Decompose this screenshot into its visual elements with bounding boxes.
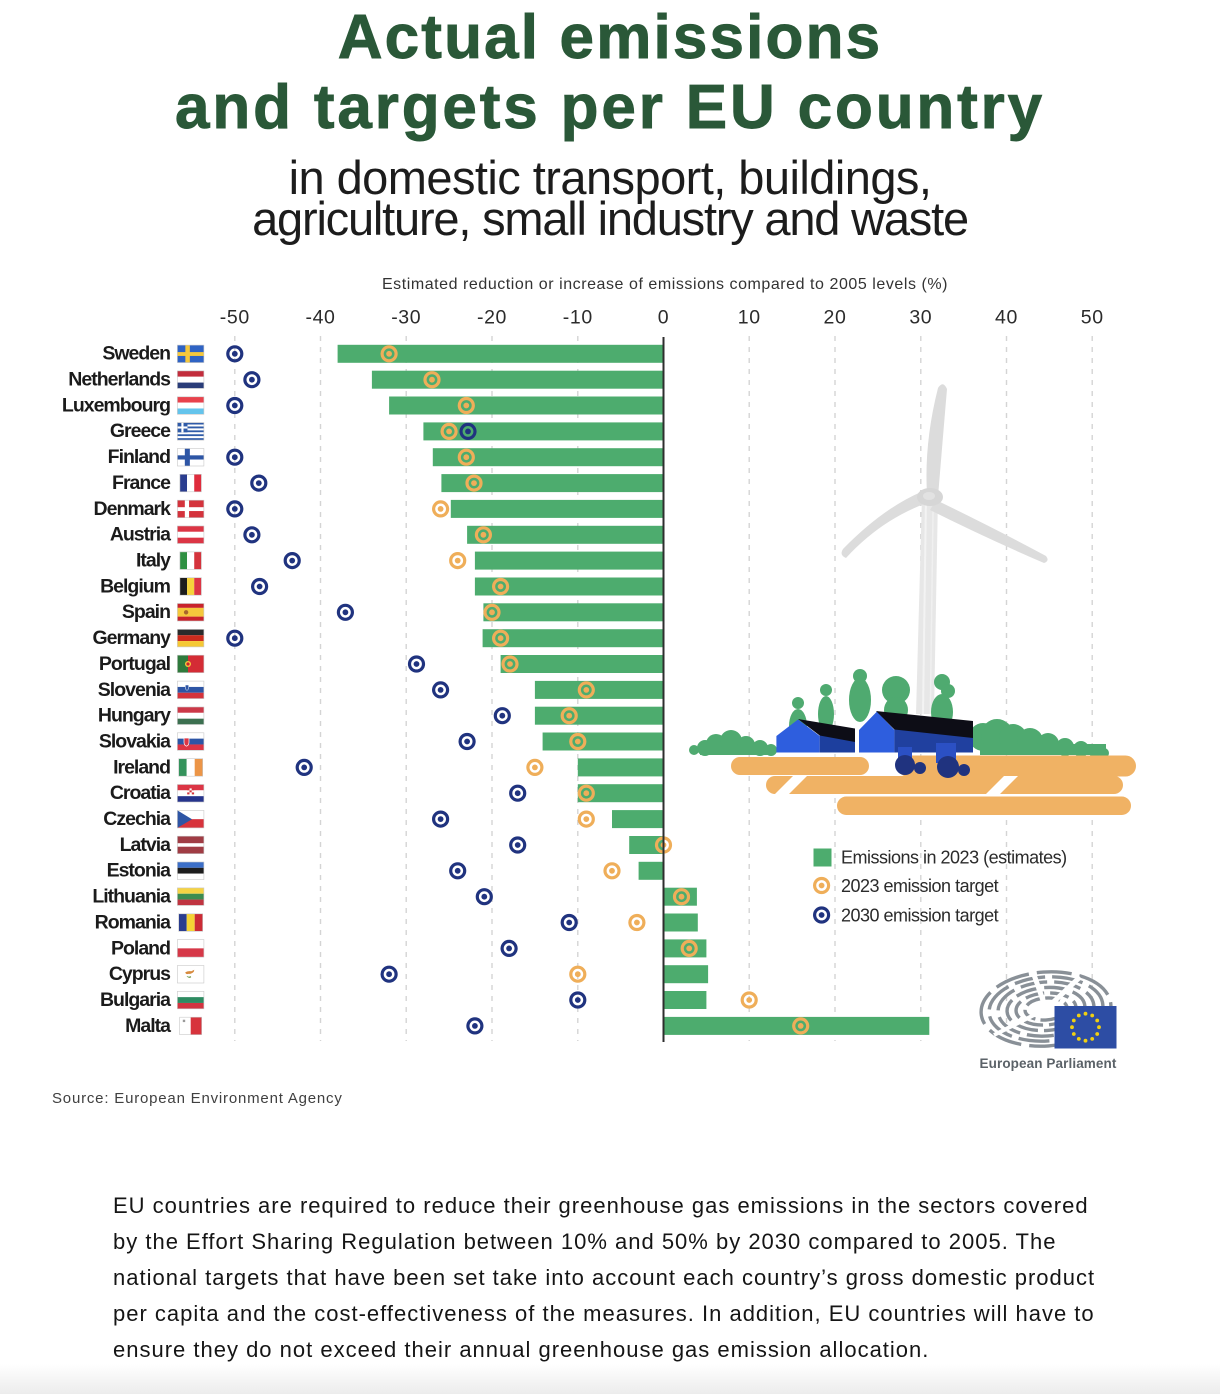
svg-text:Luxembourg: Luxembourg xyxy=(62,394,170,416)
svg-text:20: 20 xyxy=(824,307,847,329)
svg-text:Slovenia: Slovenia xyxy=(98,679,171,701)
svg-text:2030 emission target: 2030 emission target xyxy=(841,906,999,926)
svg-text:Portugal: Portugal xyxy=(99,653,171,675)
svg-text:Ireland: Ireland xyxy=(113,756,170,778)
svg-text:Croatia: Croatia xyxy=(110,782,171,804)
svg-text:Poland: Poland xyxy=(111,937,170,959)
svg-text:France: France xyxy=(112,472,171,494)
svg-text:Finland: Finland xyxy=(108,446,170,468)
svg-text:Sweden: Sweden xyxy=(102,343,170,365)
svg-text:-10: -10 xyxy=(563,307,593,329)
svg-text:Netherlands: Netherlands xyxy=(68,369,171,391)
svg-text:2023 emission target: 2023 emission target xyxy=(841,876,999,896)
svg-text:Denmark: Denmark xyxy=(94,498,172,520)
svg-text:Bulgaria: Bulgaria xyxy=(100,989,171,1011)
svg-text:0: 0 xyxy=(658,307,669,329)
svg-text:Emissions in 2023 (estimates): Emissions in 2023 (estimates) xyxy=(841,848,1067,868)
svg-text:-50: -50 xyxy=(220,307,250,329)
svg-text:Romania: Romania xyxy=(95,911,172,933)
svg-text:50: 50 xyxy=(1081,307,1104,329)
svg-text:10: 10 xyxy=(738,307,761,329)
svg-text:Malta: Malta xyxy=(125,1015,171,1037)
svg-text:Austria: Austria xyxy=(110,524,171,546)
svg-text:Hungary: Hungary xyxy=(98,705,171,727)
svg-text:Estonia: Estonia xyxy=(107,860,172,882)
svg-text:Germany: Germany xyxy=(92,627,171,649)
svg-text:30: 30 xyxy=(909,307,932,329)
svg-text:Estimated reduction or increas: Estimated reduction or increase of emiss… xyxy=(382,276,948,293)
svg-text:-20: -20 xyxy=(477,307,507,329)
svg-text:40: 40 xyxy=(995,307,1018,329)
svg-text:-30: -30 xyxy=(391,307,421,329)
svg-text:Latvia: Latvia xyxy=(120,834,172,856)
svg-text:Slovakia: Slovakia xyxy=(99,730,171,752)
svg-text:Cyprus: Cyprus xyxy=(109,963,171,985)
svg-text:Spain: Spain xyxy=(122,601,170,623)
svg-text:Czechia: Czechia xyxy=(103,808,171,830)
svg-text:Belgium: Belgium xyxy=(100,575,171,597)
svg-text:-40: -40 xyxy=(306,307,336,329)
svg-text:Italy: Italy xyxy=(136,550,171,572)
svg-text:Lithuania: Lithuania xyxy=(92,886,171,908)
svg-text:Greece: Greece xyxy=(110,420,171,442)
svg-text:European Parliament: European Parliament xyxy=(980,1056,1117,1071)
